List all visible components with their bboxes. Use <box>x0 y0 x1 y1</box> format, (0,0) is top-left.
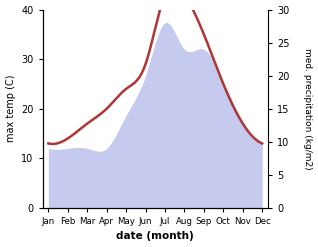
Y-axis label: med. precipitation (kg/m2): med. precipitation (kg/m2) <box>303 48 313 169</box>
Y-axis label: max temp (C): max temp (C) <box>5 75 16 143</box>
X-axis label: date (month): date (month) <box>116 231 194 242</box>
